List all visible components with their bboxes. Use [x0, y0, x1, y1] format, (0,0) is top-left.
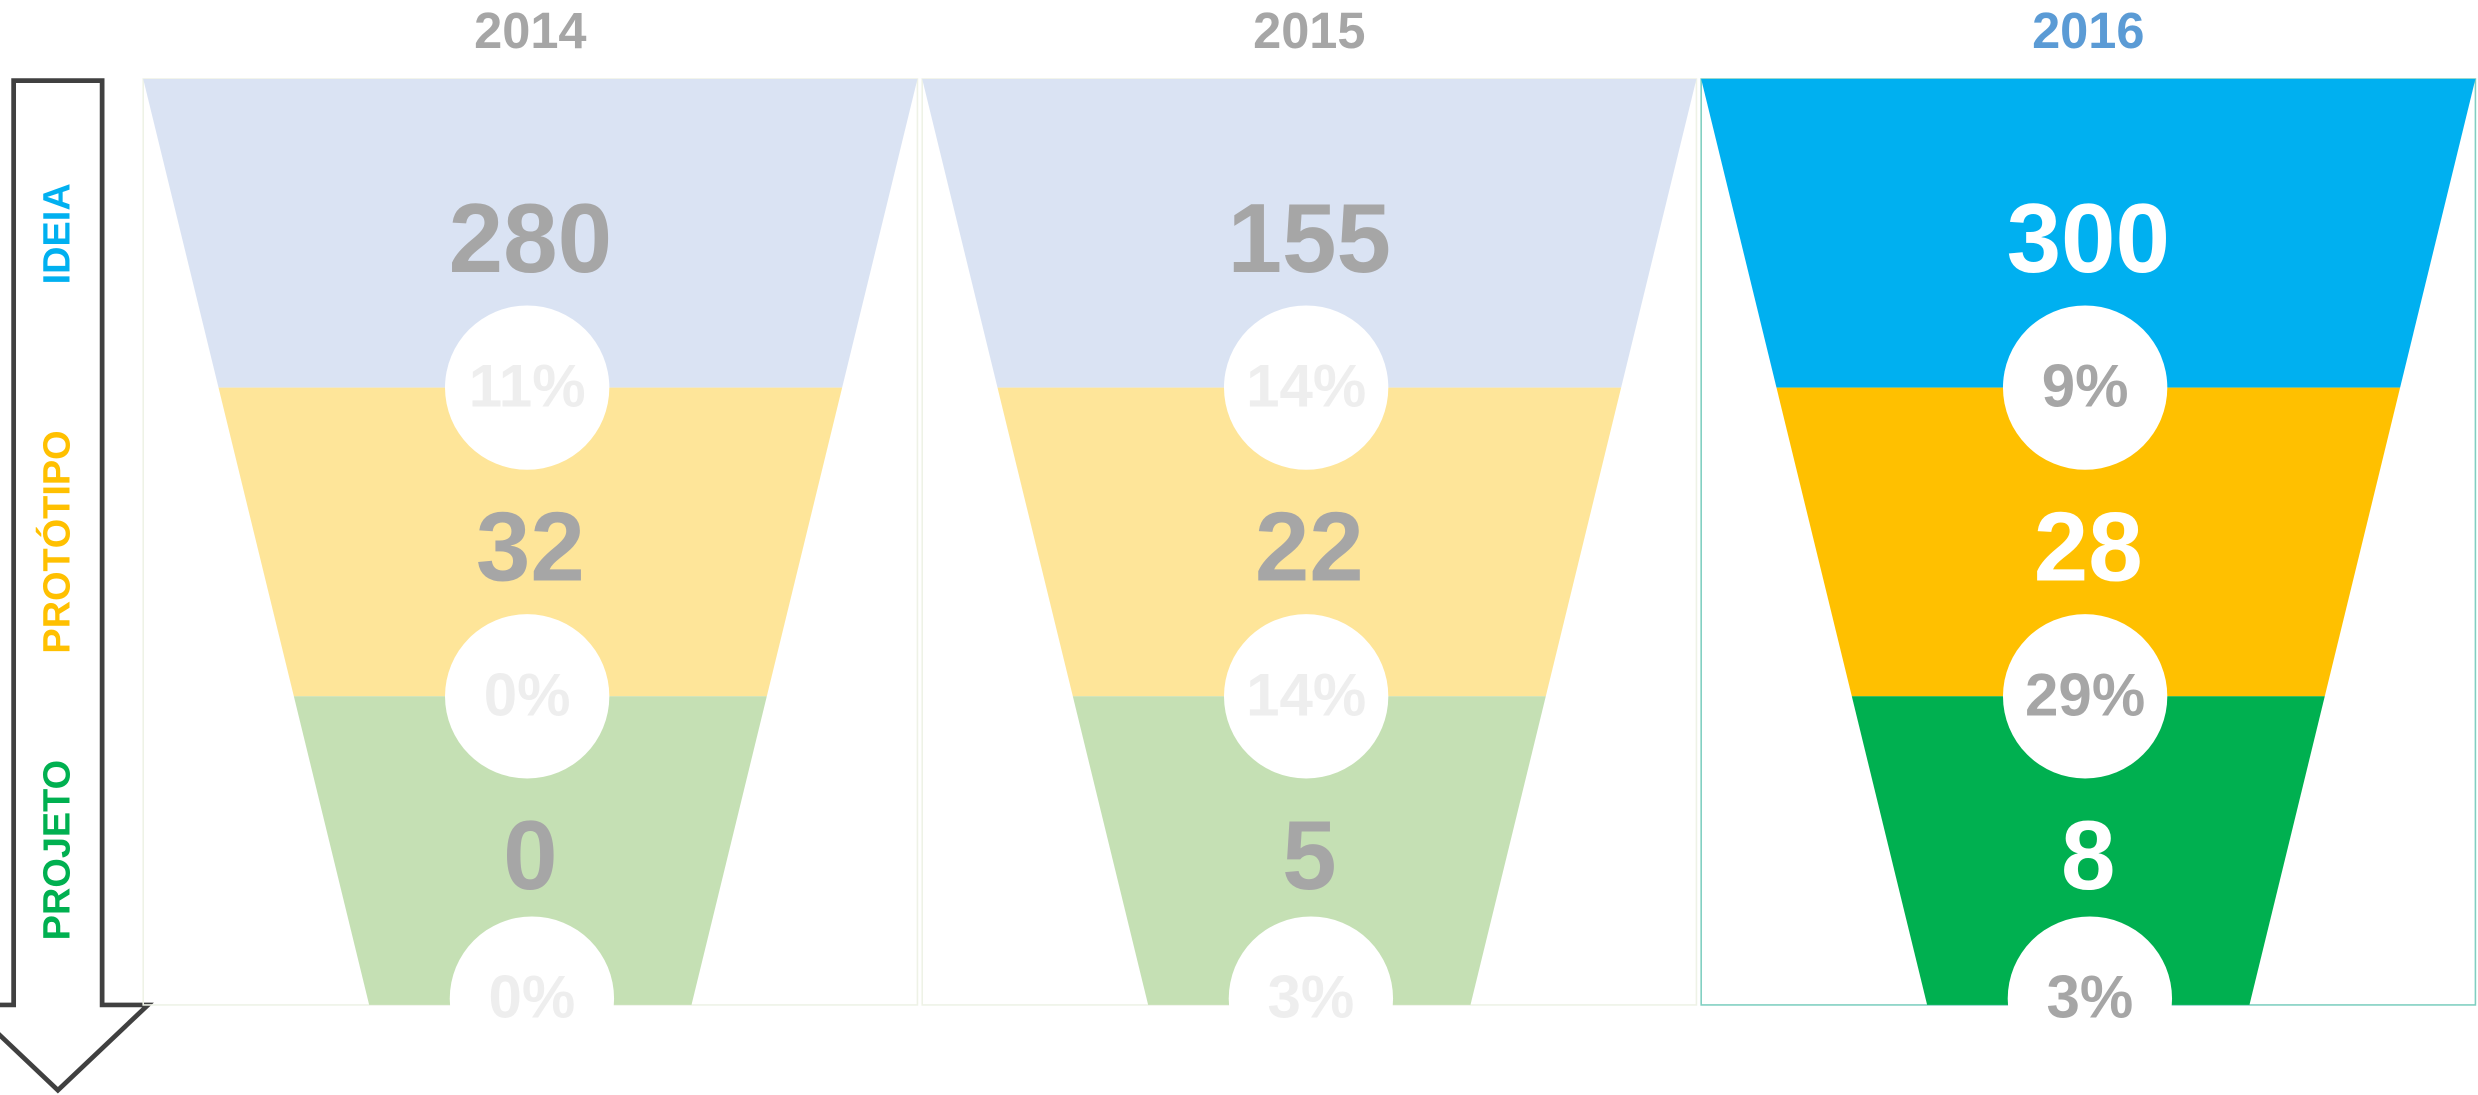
funnel-band	[1701, 79, 2476, 388]
funnel-band	[1851, 696, 2325, 1005]
stage-value: 280	[449, 183, 612, 293]
stage-label: PROJETO	[36, 760, 78, 940]
conversion-label: 29%	[2025, 661, 2145, 728]
funnel-band	[143, 79, 918, 388]
conversion-label: 0%	[484, 661, 571, 728]
conversion-label: 14%	[1246, 353, 1366, 420]
conversion-label: 3%	[1268, 964, 1355, 1031]
funnel-band	[293, 696, 767, 1005]
stage-value: 155	[1228, 183, 1391, 293]
conversion-label: 0%	[489, 964, 576, 1031]
conversion-badge	[445, 305, 610, 470]
conversion-label: 11%	[469, 353, 586, 420]
funnel-band	[1072, 696, 1546, 1005]
funnel-band	[1776, 387, 2401, 697]
funnel-band	[997, 387, 1622, 697]
stage-label: PROTÓTIPO	[34, 430, 78, 653]
conversion-label: 14%	[1246, 661, 1366, 728]
funnel-band	[218, 387, 843, 697]
stage-value: 22	[1255, 491, 1364, 601]
stage-value: 300	[2007, 183, 2170, 293]
conversion-label: 9%	[2042, 353, 2129, 420]
conversion-badge	[445, 614, 610, 779]
bottom-mask	[143, 1028, 2477, 1095]
stage-value: 0	[503, 800, 557, 910]
conversion-badge	[1223, 614, 1389, 779]
conversion-badge	[1223, 305, 1389, 470]
conversion-badge	[2002, 614, 2168, 779]
year-title: 2016	[2032, 2, 2144, 59]
stage-value: 32	[476, 491, 585, 601]
stage-value: 5	[1282, 800, 1336, 910]
conversion-badge	[2002, 305, 2168, 470]
direction-arrow	[0, 78, 154, 1094]
stage-value: 28	[2034, 491, 2143, 601]
stage-value: 8	[2061, 800, 2115, 910]
year-title: 2014	[474, 2, 586, 59]
funnel-band	[922, 79, 1697, 388]
year-title: 2015	[1253, 2, 1365, 59]
stage-label: IDEIA	[36, 183, 78, 284]
conversion-label: 3%	[2046, 964, 2133, 1031]
